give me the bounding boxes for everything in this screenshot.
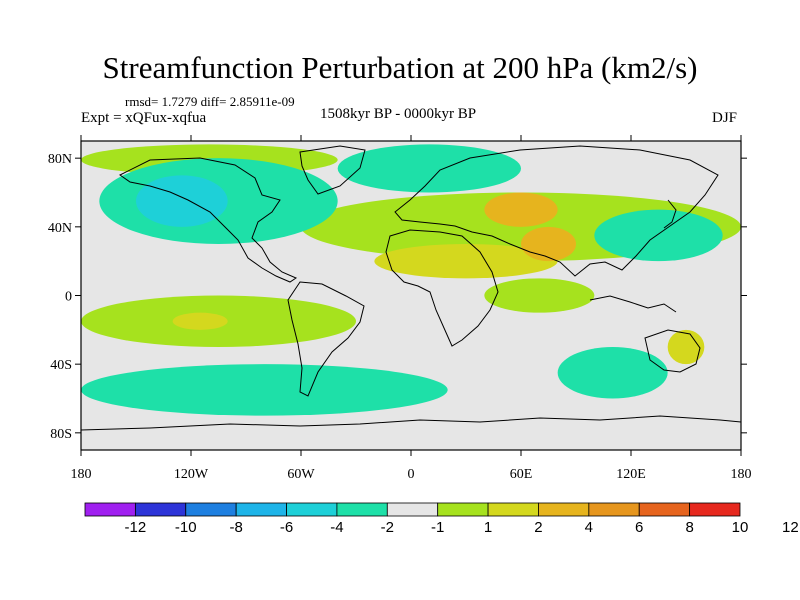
- colorbar-label-11: 8: [685, 519, 693, 536]
- y-tick-label-4: 80S: [50, 427, 72, 442]
- antarctica-coast: [81, 415, 741, 431]
- colorbar-swatch-7: [437, 502, 489, 517]
- field-region-2: [374, 243, 558, 279]
- colorbar-swatch-9: [538, 502, 590, 517]
- x-tick-label-0: 180: [71, 467, 92, 482]
- y-tick-label-1: 40N: [48, 221, 72, 236]
- x-tick-label-4: 60E: [510, 467, 533, 482]
- colorbar-swatch-8: [487, 502, 539, 517]
- colorbar-label-0: -12: [125, 519, 147, 536]
- north-america-coast: [119, 157, 298, 283]
- colorbar-label-13: 12: [782, 519, 799, 536]
- colorbar-swatch-5: [336, 502, 388, 517]
- coastlines: [81, 145, 741, 431]
- colorbar-swatch-6: [386, 502, 439, 517]
- y-tick-label-0: 80N: [48, 152, 72, 167]
- x-tick-label-2: 60W: [287, 467, 315, 482]
- greenland-coast: [299, 145, 366, 195]
- y-axis: 80N 40N 0 40S 80S: [48, 152, 747, 442]
- colorbar-label-6: -1: [431, 519, 444, 536]
- colorbar-swatch-11: [638, 502, 691, 517]
- field-region-11: [484, 278, 595, 313]
- field-region-12: [81, 364, 448, 416]
- africa-coast: [385, 229, 499, 347]
- field-region-10: [172, 312, 228, 330]
- experiment-label: Expt = xQFux-xqfua: [81, 110, 207, 126]
- colorbar-label-10: 6: [635, 519, 643, 536]
- colorbar-label-3: -6: [280, 519, 293, 536]
- colorbar-swatch-3: [235, 502, 287, 517]
- indonesia-coast: [589, 295, 677, 313]
- y-tick-label-3: 40S: [50, 358, 72, 373]
- colorbar-label-2: -8: [229, 519, 242, 536]
- field-region-7: [337, 144, 521, 193]
- stats-label: rmsd= 1.7279 diff= 2.85911e-09: [125, 94, 295, 109]
- x-tick-label-1: 120W: [174, 467, 209, 482]
- colorbar-label-12: 10: [732, 519, 749, 536]
- field-region-14: [667, 329, 705, 365]
- colorbar-label-1: -10: [175, 519, 197, 536]
- colorbar-swatch-12: [689, 502, 741, 517]
- colorbar-label-7: 1: [484, 519, 492, 536]
- x-tick-label-6: 180: [731, 467, 752, 482]
- colorbar-label-5: -2: [381, 519, 394, 536]
- field-region-6: [136, 175, 228, 227]
- colorbar-label-8: 2: [534, 519, 542, 536]
- colorbar-swatch-2: [185, 502, 237, 517]
- x-axis: 180 120W 60W 0 60E 120E 180: [71, 135, 752, 482]
- colorbar-swatch-0: [84, 502, 136, 517]
- x-tick-label-3: 0: [408, 467, 415, 482]
- colorbar: -12 -10 -8 -6 -4 -2 -1 1 2 4 6 8 10 12: [84, 502, 799, 536]
- colorbar-swatch-10: [588, 502, 640, 517]
- chart-title: Streamfunction Perturbation at 200 hPa (…: [102, 50, 698, 85]
- colorbar-label-9: 4: [585, 519, 593, 536]
- colorbar-label-4: -4: [330, 519, 343, 536]
- x-tick-label-5: 120E: [616, 467, 646, 482]
- field-region-4: [521, 226, 576, 262]
- eurasia-coast: [394, 145, 719, 277]
- australia-coast: [644, 329, 701, 373]
- field-region-3: [484, 192, 558, 227]
- period-label: 1508kyr BP - 0000kyr BP: [320, 106, 477, 122]
- field-layer: [81, 141, 741, 450]
- japan-coast: [663, 199, 677, 229]
- colorbar-swatch-4: [286, 502, 338, 517]
- colorbar-swatch-1: [134, 502, 187, 517]
- y-tick-label-2: 0: [65, 290, 72, 305]
- south-america-coast: [287, 281, 365, 397]
- field-region-13: [557, 347, 668, 399]
- season-label: DJF: [712, 110, 738, 126]
- field-region-8: [594, 209, 723, 262]
